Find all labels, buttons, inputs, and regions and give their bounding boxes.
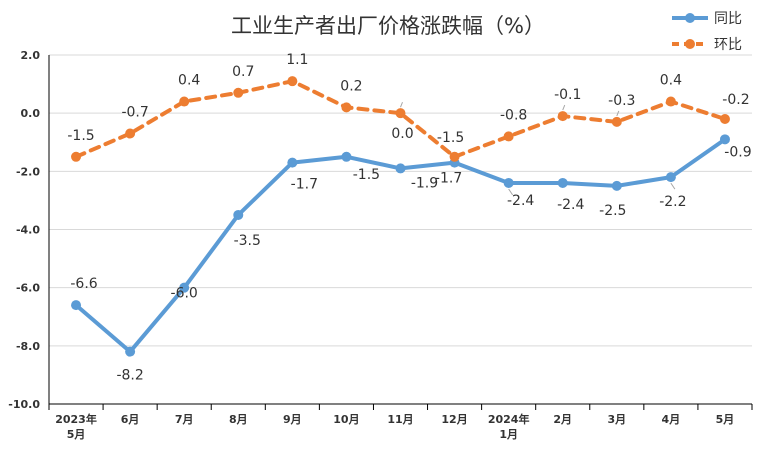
legend-swatch-marker [685,39,695,49]
data-point [449,151,460,162]
data-label: -0.8 [500,107,527,123]
data-label: -2.4 [507,193,534,209]
data-label: -2.2 [659,194,686,210]
data-point [395,108,406,119]
data-point [287,157,298,168]
data-label: -1.7 [291,177,318,193]
data-label: -1.9 [411,175,438,191]
data-label: -8.2 [116,368,143,384]
x-tick-label: 6月 [121,413,140,426]
data-point [503,177,514,188]
label-leader [400,101,403,108]
data-point [557,177,568,188]
data-labels: -6.6-8.2-6.0-3.5-1.7-1.5-1.9-1.7-2.4 -2.4… [67,52,751,383]
y-tick-label: -4.0 [16,224,40,237]
legend-label: 环比 [714,37,742,53]
y-tick-label: -8.0 [16,340,40,353]
data-label: 0.0 [391,126,413,142]
data-label: 0.4 [178,73,200,89]
x-tick-label: 1月 [499,428,518,441]
chart-title: 工业生产者出厂价格涨跌幅（%） [231,14,545,38]
data-label: -6.0 [171,286,198,302]
data-label: 0.2 [340,78,362,94]
data-point [233,87,244,98]
x-tick-label: 5月 [67,428,86,441]
x-tick-label: 2024年 [488,412,530,426]
data-label: -1.5 [67,128,94,144]
label-leader [508,188,514,196]
data-label: -0.7 [121,105,148,121]
legend-swatch-marker [685,13,695,23]
x-tick-label: 11月 [387,413,413,426]
x-tick-label: 10月 [333,413,359,426]
data-point [557,111,568,122]
data-point [719,113,730,124]
gridlines [49,54,752,347]
x-tick-label: 8月 [229,413,248,426]
data-point [341,151,352,162]
data-point [611,180,622,191]
x-tick-label: 3月 [607,413,626,426]
x-tick-label: 2月 [553,413,572,426]
x-tick-label: 5月 [716,413,735,426]
data-point [341,102,352,113]
data-label: -1.7 [435,171,462,187]
data-label: -6.6 [70,276,97,292]
legend-label: 同比 [714,11,742,27]
data-label: 0.7 [232,64,254,80]
x-tick-label: 7月 [175,413,194,426]
data-point [233,209,244,220]
y-tick-label: 2.0 [21,49,41,62]
data-point [611,116,622,127]
y-tick-label: -10.0 [8,398,40,411]
data-point [719,134,730,145]
data-point [125,128,136,139]
data-point [395,163,406,174]
data-label: -3.5 [234,233,261,249]
data-point [665,96,676,107]
data-point [503,131,514,142]
axes: 2.0 0.0 -2.0 -4.0 -6.0 -8.0 -10.0 2023年 5月 6月 7月 8月… [8,49,753,441]
data-label: -1.5 [437,130,464,146]
data-point [665,172,676,183]
data-label: -2.5 [599,203,626,219]
data-label: 0.4 [660,73,682,89]
data-point [179,282,190,293]
y-tick-label: 0.0 [21,107,41,120]
data-label: -0.2 [722,92,749,108]
x-tick-label: 2023年 [55,412,97,426]
label-leader [670,182,676,190]
data-point [71,151,82,162]
x-tick-label: 12月 [441,413,467,426]
y-tick-label: -2.0 [16,165,40,178]
data-label: 1.1 [286,52,308,68]
y-tick-label: -6.0 [16,282,40,295]
series-layer [71,76,730,357]
data-point [179,96,190,107]
data-label: -0.9 [724,144,751,160]
data-point [125,346,136,357]
data-point [71,300,82,311]
data-point [287,76,298,87]
x-tick-label: 4月 [662,413,681,426]
data-label: -2.4 [557,197,584,213]
data-label: -0.1 [554,87,581,103]
x-tick-label: 9月 [283,413,302,426]
data-label: -0.3 [608,93,635,109]
label-leader [616,110,620,117]
data-label: -1.5 [353,167,380,183]
label-leader [562,104,566,111]
